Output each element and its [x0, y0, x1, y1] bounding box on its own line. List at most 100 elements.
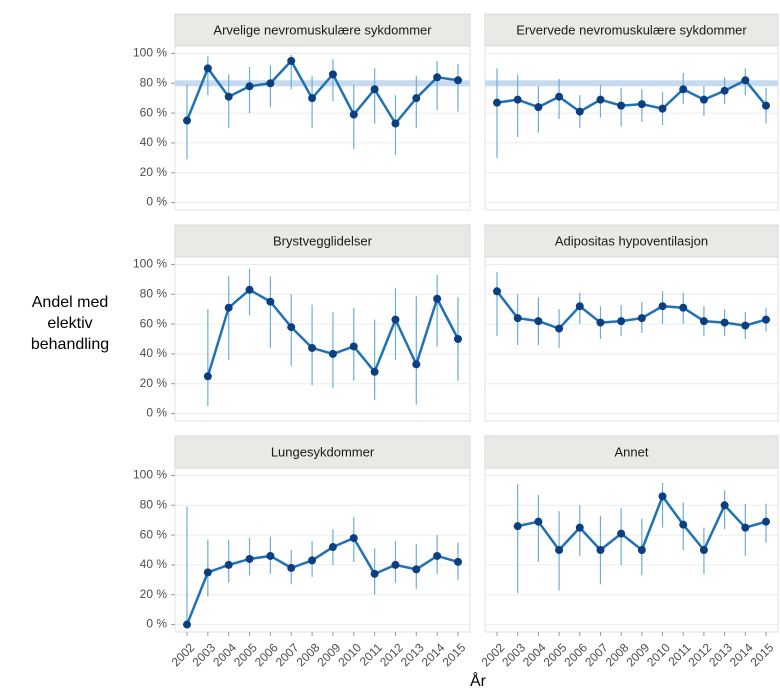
x-tick-label: 2015 [440, 640, 469, 669]
data-point [287, 56, 296, 65]
strip [174, 13, 471, 47]
data-point [349, 342, 358, 351]
data-point [596, 318, 605, 327]
data-point [575, 107, 584, 116]
data-point [349, 534, 358, 543]
data-point [266, 551, 275, 560]
y-tick-label: 40 % [140, 346, 168, 360]
data-point [391, 119, 400, 128]
data-point [328, 70, 337, 79]
strip [484, 13, 779, 47]
data-point [596, 95, 605, 104]
data-point [637, 546, 646, 554]
y-tick-label: 0 % [146, 195, 167, 209]
data-point [328, 349, 337, 358]
strip [174, 435, 471, 469]
data-point [454, 557, 462, 566]
y-tick-label: 20 % [140, 165, 168, 179]
data-point [617, 529, 626, 538]
y-tick-label: 20 % [140, 376, 168, 390]
data-point [245, 554, 254, 563]
y-tick-label: 40 % [140, 135, 168, 149]
data-point [534, 517, 543, 526]
data-point [245, 285, 254, 294]
y-tick-label: 40 % [140, 557, 168, 571]
panel-title: Lungesykdommer [271, 444, 375, 459]
data-point [637, 100, 646, 109]
data-point [224, 560, 233, 569]
data-point [699, 95, 708, 104]
data-point [617, 101, 626, 110]
panel-title: Arvelige nevromuskulære sykdommer [213, 22, 432, 37]
data-point [513, 314, 522, 323]
target-band [175, 80, 470, 87]
data-point [183, 116, 191, 125]
y-tick-label: 0 % [146, 406, 167, 420]
data-point [266, 297, 275, 306]
data-point [287, 563, 296, 572]
y-tick-label: 80 % [140, 497, 168, 511]
y-tick-label: 80 % [140, 286, 168, 300]
y-tick-label: 60 % [140, 316, 168, 330]
strip [174, 224, 471, 258]
data-point [762, 517, 770, 526]
data-point [454, 76, 462, 85]
data-point [433, 551, 442, 560]
y-tick-label: 20 % [140, 587, 168, 601]
data-point [412, 360, 421, 369]
data-point [720, 86, 729, 95]
data-point [575, 302, 584, 311]
data-point [203, 372, 212, 381]
panel-background [484, 45, 779, 211]
data-point [412, 94, 421, 103]
strip [484, 224, 779, 258]
data-point [391, 560, 400, 569]
panel-title: Adipositas hypoventilasjon [555, 233, 708, 248]
data-point [762, 101, 770, 110]
panel-background [484, 256, 779, 422]
data-point [699, 317, 708, 326]
data-point [513, 95, 522, 104]
panel-title: Brystvegglidelser [273, 233, 373, 248]
y-axis-label: Andel med elektiv behandling [30, 294, 110, 353]
data-point [555, 92, 564, 101]
data-point [679, 303, 688, 312]
data-point [658, 492, 667, 501]
data-point [349, 110, 358, 119]
data-point [575, 523, 584, 532]
target-band [485, 80, 778, 87]
data-point [224, 92, 233, 101]
data-point [203, 64, 212, 73]
data-point [658, 302, 667, 311]
data-point [370, 569, 379, 578]
data-point [203, 568, 212, 577]
y-tick-label: 100 % [133, 46, 167, 60]
data-point [308, 94, 317, 103]
data-point [762, 315, 770, 324]
data-point [741, 523, 750, 532]
panel-title: Annet [615, 444, 649, 459]
data-point [493, 98, 501, 107]
data-point [245, 82, 254, 91]
y-tick-label: 100 % [133, 257, 167, 271]
data-point [433, 294, 442, 303]
strip [484, 435, 779, 469]
x-tick-label: 2015 [748, 640, 777, 669]
data-point [555, 546, 564, 554]
data-point [328, 543, 337, 552]
data-point [183, 620, 191, 629]
panel-background [174, 256, 471, 422]
data-point [679, 85, 688, 94]
data-point [287, 323, 296, 332]
panel-background [174, 45, 471, 211]
x-axis-label: År [470, 671, 487, 690]
data-point [308, 556, 317, 565]
data-point [658, 104, 667, 113]
data-point [720, 318, 729, 327]
data-point [555, 324, 564, 333]
data-point [741, 321, 750, 330]
y-tick-label: 60 % [140, 105, 168, 119]
y-tick-label: 0 % [146, 617, 167, 631]
